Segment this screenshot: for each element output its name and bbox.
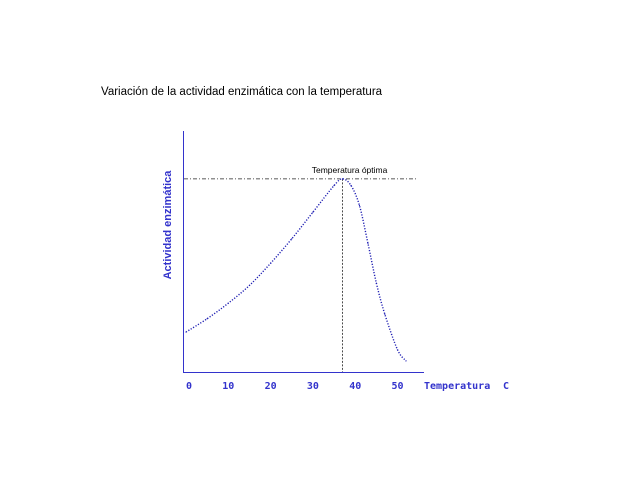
data-point: [227, 302, 229, 304]
optimum-annotation: Temperatura óptima: [312, 165, 388, 175]
x-tick-label: 0: [186, 381, 192, 392]
data-point: [341, 178, 344, 180]
data-point: [350, 184, 352, 187]
data-point: [333, 184, 335, 187]
data-point: [375, 282, 377, 284]
x-axis-unit: C: [503, 381, 509, 392]
data-point: [270, 262, 272, 264]
data-point: [384, 313, 386, 315]
x-tick-label: 30: [307, 381, 319, 392]
data-point: [405, 360, 407, 362]
chart-title: Variación de la actividad enzimática con…: [101, 86, 383, 98]
data-point: [367, 242, 369, 244]
x-tick-label: 20: [265, 381, 277, 392]
data-point: [291, 238, 293, 240]
optimum-guides: [184, 178, 416, 372]
data-point: [206, 318, 208, 320]
data-point: [185, 331, 187, 333]
x-tick-label: 40: [349, 381, 361, 392]
data-point: [248, 284, 251, 287]
x-tick-labels: 0 10 20 30 40 50: [186, 381, 404, 392]
data-point: [312, 211, 314, 213]
x-tick-label: 10: [222, 381, 234, 392]
x-axis-label: Temperatura: [424, 381, 490, 392]
series-group: [185, 178, 407, 362]
data-point: [358, 204, 361, 207]
x-tick-label: 50: [392, 381, 404, 392]
y-axis-label: Actividad enzimática: [162, 170, 174, 280]
activity-curve: [185, 178, 407, 362]
data-point: [396, 349, 399, 351]
x-axis-title: Temperatura C: [424, 381, 509, 392]
